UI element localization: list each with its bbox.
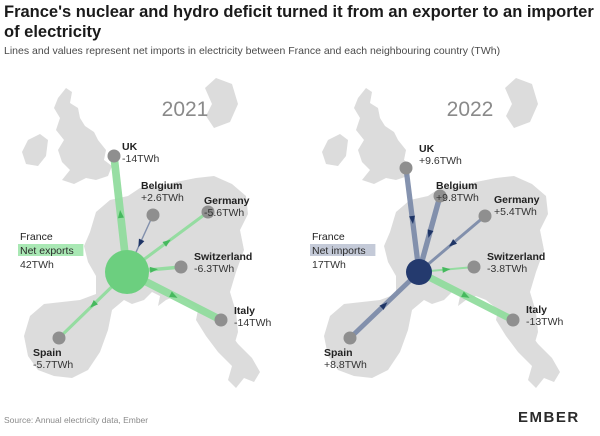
ember-logo: EMBER — [518, 409, 580, 426]
node-belgium — [146, 208, 160, 222]
label-spain: Spain — [324, 347, 353, 359]
node-germany — [478, 209, 492, 223]
france-status: Net exports — [20, 245, 74, 257]
label-germany: Germany — [204, 195, 250, 207]
node-switzerland — [467, 260, 481, 274]
flow-arrow-germany — [162, 239, 171, 247]
node-uk — [399, 161, 413, 175]
flow-arrow-germany — [448, 239, 457, 247]
flow-lines — [348, 167, 515, 340]
ireland-landmass — [322, 134, 348, 166]
node-uk — [107, 149, 121, 163]
value-switzerland: -6.3TWh — [194, 263, 234, 275]
node-spain — [343, 331, 357, 345]
france-value: 17TWh — [312, 259, 346, 271]
label-switzerland: Switzerland — [487, 251, 545, 263]
value-germany: +5.4TWh — [494, 206, 537, 218]
source-note: Source: Annual electricity data, Ember — [4, 415, 149, 425]
france-label: France — [312, 231, 345, 243]
value-spain: +8.8TWh — [324, 359, 367, 371]
france-status: Net imports — [312, 245, 366, 257]
france-node — [105, 250, 149, 294]
value-belgium: +9.8TWh — [436, 192, 479, 204]
chart-subtitle: Lines and values represent net imports i… — [4, 45, 501, 57]
france-status-badge — [18, 244, 84, 256]
node-switzerland — [174, 260, 188, 274]
scandinavia-landmass — [205, 78, 238, 128]
basemap — [322, 78, 560, 388]
label-belgium: Belgium — [436, 180, 477, 192]
label-uk: UK — [122, 141, 138, 153]
flow-arrow-switzerland — [149, 266, 158, 273]
label-germany: Germany — [494, 194, 540, 206]
label-switzerland: Switzerland — [194, 251, 252, 263]
label-italy: Italy — [234, 305, 255, 317]
value-uk: +9.6TWh — [419, 155, 462, 167]
value-belgium: +2.6TWh — [141, 192, 184, 204]
flow-arrow-uk — [117, 210, 124, 219]
uk-landmass — [354, 88, 412, 184]
label-uk: UK — [419, 143, 435, 155]
panel-2022: 2022 France Net imports 17TWh UK+9.6TWh Belgi… — [310, 78, 564, 388]
uk-landmass — [54, 88, 112, 184]
year-label: 2021 — [162, 98, 209, 121]
ireland-landmass — [22, 134, 48, 166]
flow-arrow-switzerland — [442, 266, 451, 273]
scandinavia-landmass — [505, 78, 538, 128]
label-italy: Italy — [526, 304, 547, 316]
flow-arrow-uk — [409, 215, 415, 224]
value-uk: -14TWh — [122, 153, 160, 165]
year-label: 2022 — [447, 98, 494, 121]
france-node — [406, 259, 432, 285]
node-germany — [201, 205, 215, 219]
node-italy — [506, 313, 520, 327]
value-switzerland: -3.8TWh — [487, 263, 527, 275]
flow-arrow-spain — [90, 300, 98, 308]
france-label: France — [20, 231, 53, 243]
label-belgium: Belgium — [141, 180, 182, 192]
node-spain — [52, 331, 66, 345]
node-italy — [214, 313, 228, 327]
flow-arrow-italy — [169, 291, 178, 298]
value-italy: -14TWh — [234, 317, 272, 329]
italy-landmass — [196, 300, 260, 388]
chart-title: France's nuclear and hydro deficit turne… — [4, 3, 594, 41]
flow-arrow-italy — [461, 291, 470, 298]
france-value: 42TWh — [20, 259, 54, 271]
value-germany: -5.6TWh — [204, 207, 244, 219]
flow-arrow-belgium — [427, 229, 434, 238]
label-spain: Spain — [33, 347, 62, 359]
value-italy: -13TWh — [526, 316, 564, 328]
flow-arrow-belgium — [138, 238, 145, 248]
value-spain: -5.7TWh — [33, 359, 73, 371]
flow-arrow-spain — [379, 302, 388, 310]
france-status-badge — [310, 244, 376, 256]
node-belgium — [433, 189, 447, 203]
